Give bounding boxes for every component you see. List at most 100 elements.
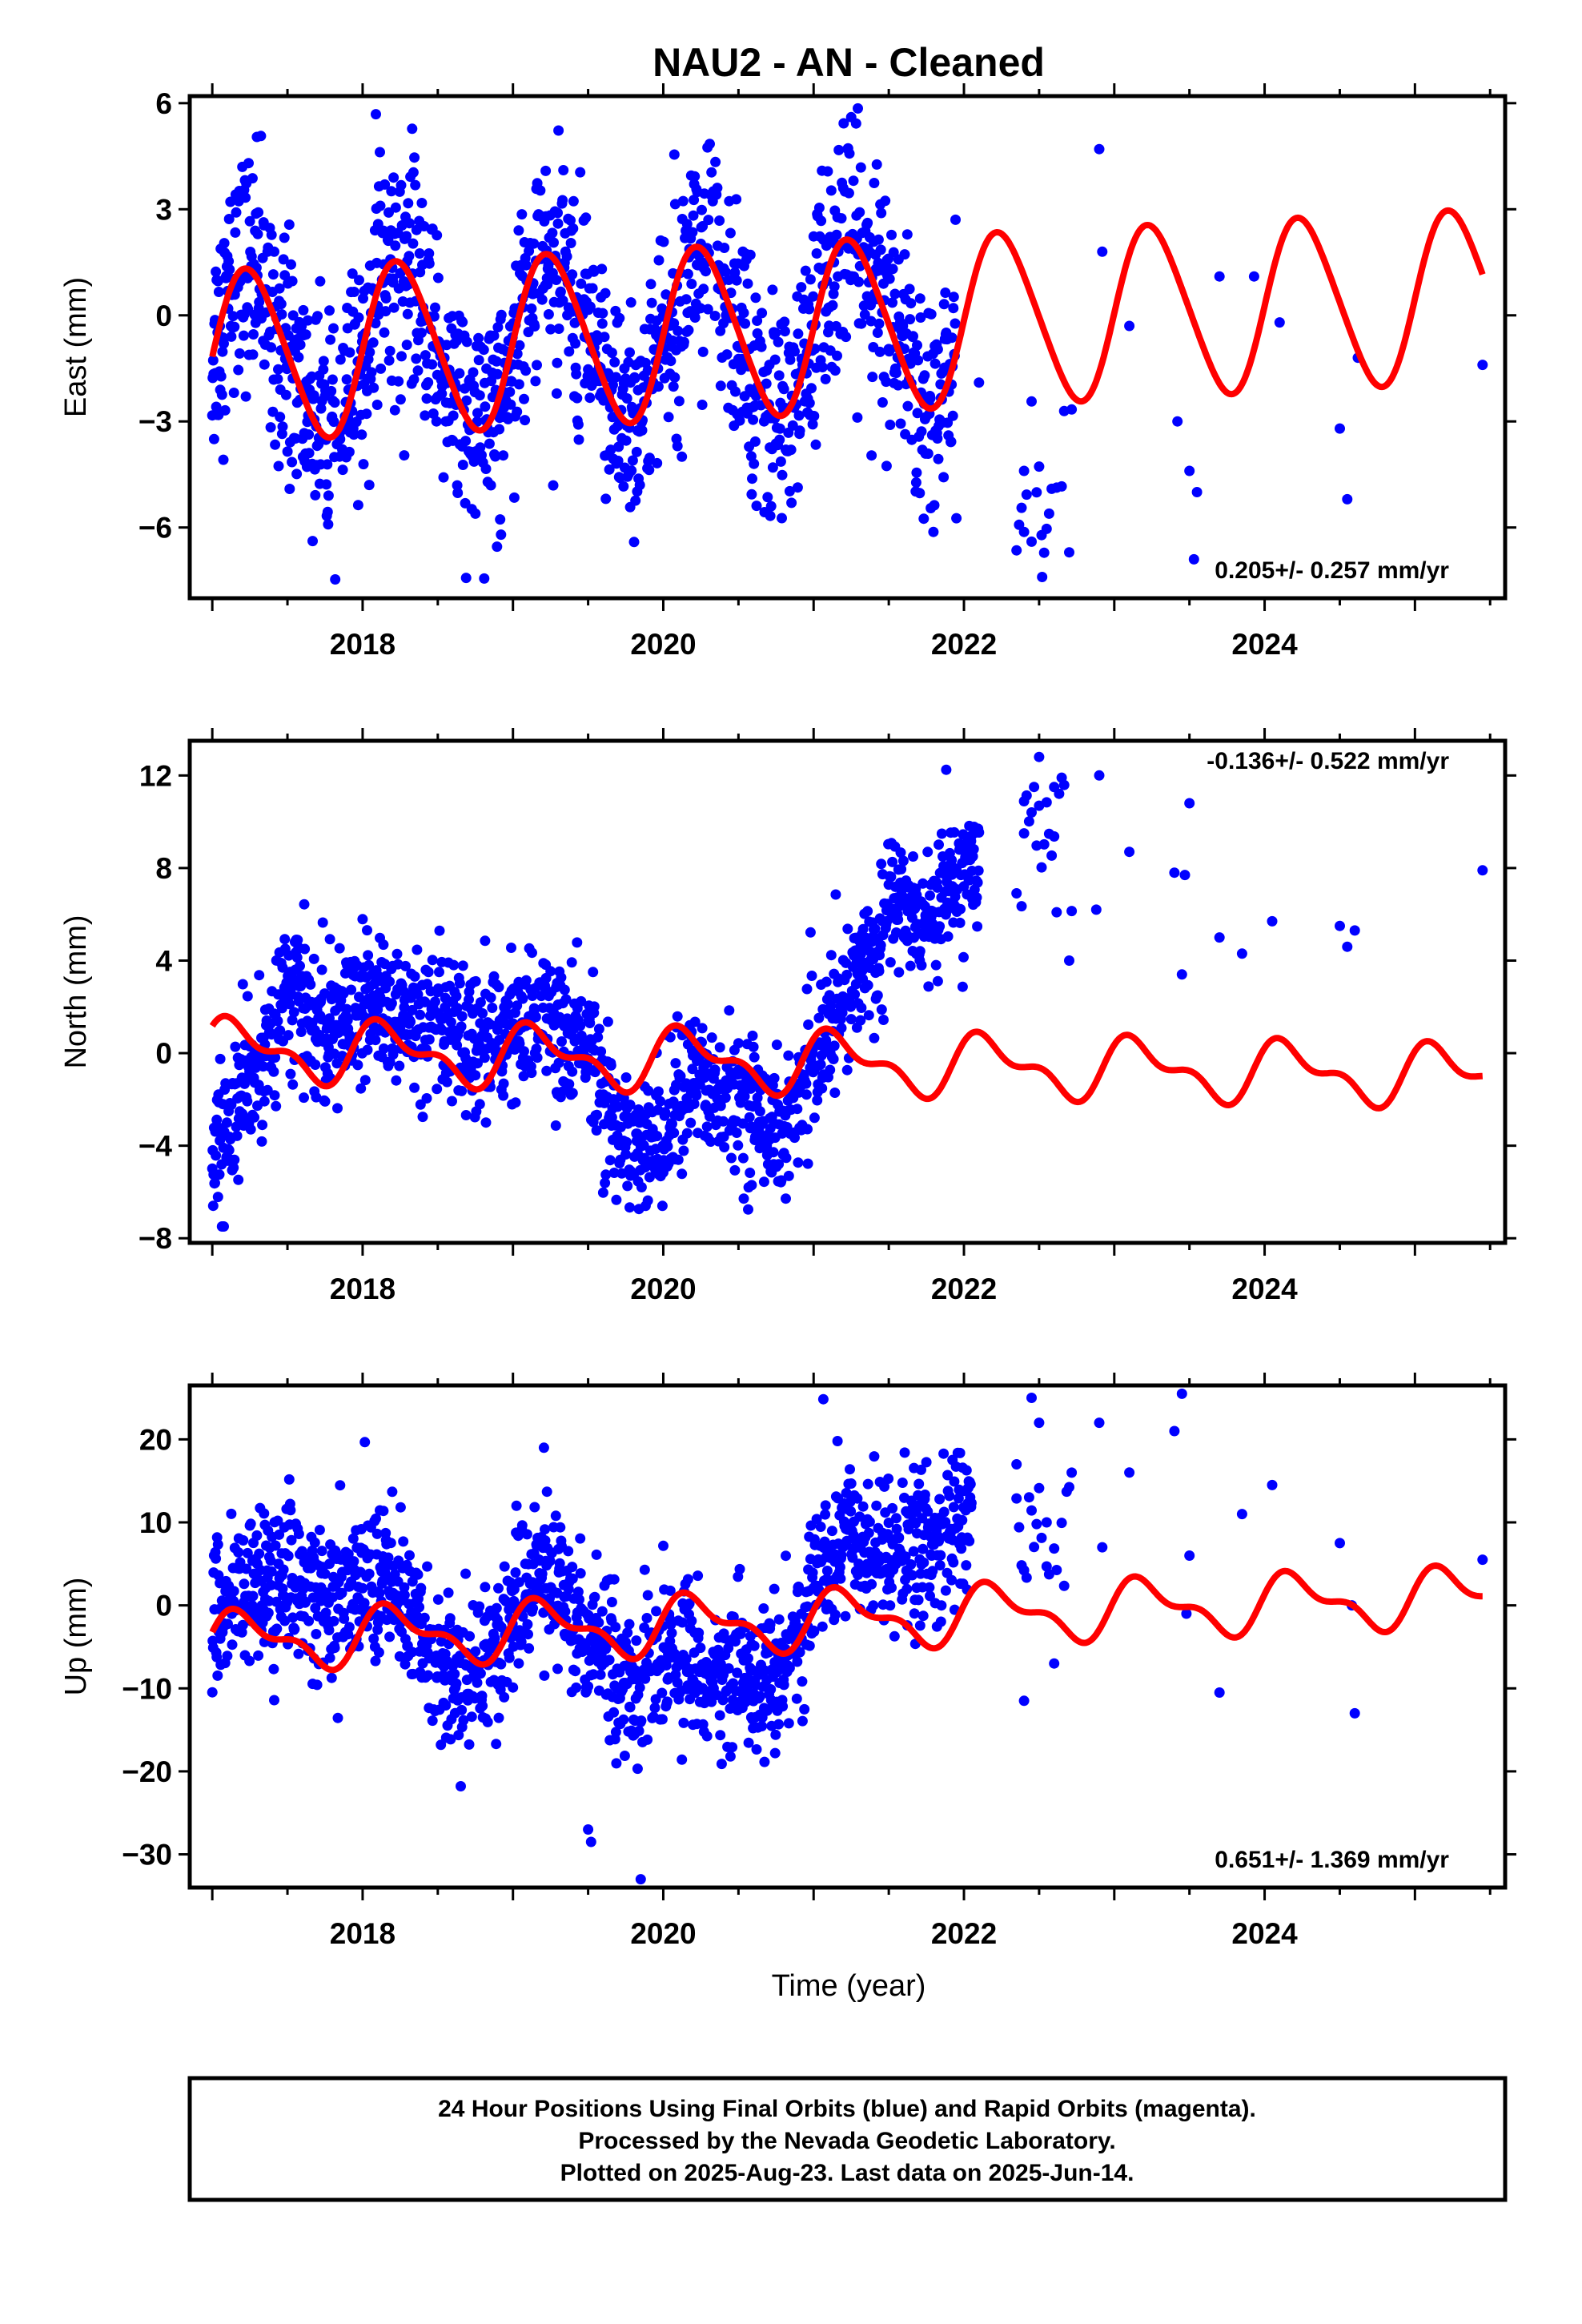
data-point: [374, 1588, 385, 1599]
data-point: [451, 991, 462, 1002]
data-point: [624, 1618, 635, 1630]
data-point: [506, 943, 516, 953]
data-point: [948, 303, 959, 314]
data-point: [604, 1655, 615, 1666]
data-point: [526, 303, 537, 314]
data-point: [757, 308, 768, 319]
data-point: [655, 1096, 666, 1107]
data-point: [869, 1451, 880, 1462]
data-point: [734, 415, 745, 426]
data-point: [492, 541, 503, 553]
data-point: [946, 436, 957, 448]
data-point: [240, 391, 251, 402]
data-point: [770, 1729, 781, 1740]
data-point: [641, 1613, 652, 1623]
data-point: [677, 195, 689, 207]
data-point: [770, 328, 781, 339]
data-point: [288, 1007, 299, 1018]
data-point: [440, 1700, 452, 1711]
data-point: [767, 284, 778, 296]
data-point: [596, 263, 608, 275]
data-point: [341, 1003, 352, 1015]
data-point: [934, 1494, 946, 1505]
data-point: [229, 1154, 240, 1165]
data-point: [862, 217, 873, 228]
data-point: [876, 207, 887, 219]
data-point: [268, 1663, 279, 1675]
data-point: [874, 346, 885, 357]
data-point: [769, 1583, 780, 1594]
data-point: [239, 1578, 250, 1590]
data-point: [254, 1548, 265, 1559]
data-point: [319, 1568, 331, 1579]
data-point: [403, 198, 414, 209]
y-tick-label: 10: [139, 1506, 172, 1539]
data-point: [398, 1536, 409, 1547]
data-point: [394, 1651, 405, 1662]
data-point: [460, 1110, 472, 1120]
data-point: [631, 446, 642, 457]
data-point: [634, 480, 645, 491]
data-point: [241, 1563, 252, 1574]
data-point: [656, 1714, 668, 1725]
data-point: [644, 464, 655, 476]
data-point: [312, 311, 323, 322]
data-point: [851, 957, 862, 968]
data-point: [914, 293, 926, 304]
data-point: [776, 1175, 787, 1186]
data-point: [223, 1144, 235, 1156]
data-point: [344, 347, 355, 358]
data-point: [716, 1759, 727, 1770]
data-point: [934, 839, 944, 850]
data-point: [508, 1682, 519, 1693]
data-point: [493, 982, 504, 993]
data-point: [480, 401, 491, 412]
data-point: [809, 1626, 820, 1637]
data-point: [729, 267, 741, 278]
data-point: [826, 1526, 837, 1537]
data-point: [520, 365, 532, 376]
data-point: [287, 456, 298, 468]
data-point: [561, 251, 572, 262]
data-point: [869, 178, 880, 188]
data-point: [565, 215, 576, 226]
data-point: [306, 371, 317, 382]
data-point: [212, 1539, 223, 1550]
data-point: [492, 322, 504, 333]
data-point: [733, 1038, 744, 1049]
data-point: [901, 1583, 913, 1594]
data-point: [734, 1563, 745, 1574]
data-point: [319, 1096, 331, 1107]
data-point: [364, 347, 375, 358]
data-point: [485, 992, 496, 1003]
data-point: [1188, 553, 1199, 565]
data-point: [1014, 1522, 1025, 1533]
data-point: [710, 156, 721, 167]
data-point: [370, 1655, 381, 1667]
data-point: [714, 1710, 725, 1721]
data-point: [359, 1437, 371, 1448]
data-point: [1172, 416, 1183, 427]
data-point: [866, 450, 877, 461]
data-point: [287, 275, 298, 287]
data-point: [863, 1527, 874, 1538]
data-point: [409, 1082, 420, 1093]
data-point: [328, 323, 339, 334]
data-point: [233, 1546, 244, 1558]
data-point: [386, 998, 397, 1009]
data-point: [231, 1130, 243, 1141]
data-point: [329, 1048, 340, 1059]
data-point: [1214, 1687, 1225, 1698]
data-point: [495, 514, 506, 525]
data-point: [893, 1532, 905, 1543]
data-point: [488, 330, 500, 341]
data-point: [929, 500, 940, 511]
data-point: [347, 268, 358, 279]
data-point: [464, 994, 474, 1005]
data-point: [430, 302, 440, 313]
data-point: [326, 1672, 337, 1683]
data-point: [884, 273, 895, 284]
data-point: [971, 892, 982, 903]
data-point: [1023, 816, 1034, 827]
